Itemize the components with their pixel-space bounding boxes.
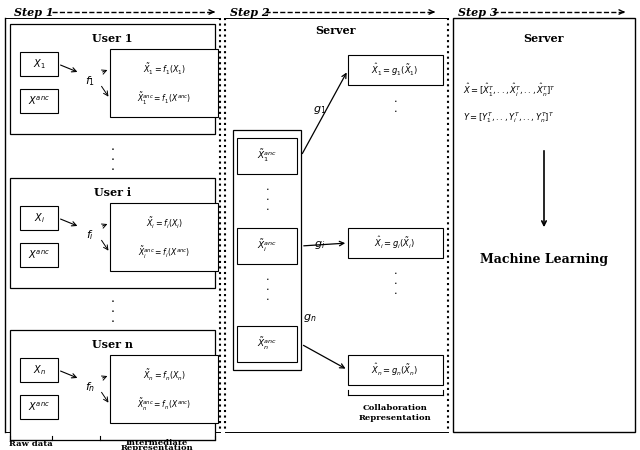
Text: $\hat{X}_i = g_i(\tilde{X}_i)$: $\hat{X}_i = g_i(\tilde{X}_i)$ [374,235,415,251]
Text: $\cdot$: $\cdot$ [265,273,269,283]
Text: $\cdot$: $\cdot$ [265,183,269,193]
Text: $\tilde{X}_n^{anc} = f_n(X^{anc})$: $\tilde{X}_n^{anc} = f_n(X^{anc})$ [137,397,191,413]
Bar [10,178,215,288]
Text: $\cdot$: $\cdot$ [109,314,115,327]
Text: $\cdot$: $\cdot$ [393,277,397,287]
Text: $\cdot$: $\cdot$ [109,293,115,306]
Bar [110,49,218,117]
Bar [348,228,443,258]
Text: $\tilde{X}_i^{anc}$: $\tilde{X}_i^{anc}$ [257,238,277,254]
Bar [237,138,297,174]
Text: $\hat{X}_1 = g_1(\tilde{X}_1)$: $\hat{X}_1 = g_1(\tilde{X}_1)$ [371,62,419,78]
Bar [10,330,215,440]
Text: $\tilde{X}_i = f_i(X_i)$: $\tilde{X}_i = f_i(X_i)$ [145,216,182,230]
Text: $\tilde{X}_1 = f_1(X_1)$: $\tilde{X}_1 = f_1(X_1)$ [143,62,186,76]
Text: $g_i$: $g_i$ [314,239,326,251]
Text: $\cdot$: $\cdot$ [393,95,397,105]
Text: User 1: User 1 [92,32,132,44]
Text: $\cdot$: $\cdot$ [109,303,115,316]
Text: Step 1: Step 1 [14,6,54,18]
Text: $X_i$: $X_i$ [33,211,44,225]
Text: $X_1$: $X_1$ [33,57,45,71]
Text: Collaboration: Collaboration [363,404,428,412]
Bar [237,326,297,362]
Text: $g_1$: $g_1$ [314,104,326,116]
Text: Server: Server [316,24,356,36]
Text: $\tilde{X}_1^{anc} = f_1(X^{anc})$: $\tilde{X}_1^{anc} = f_1(X^{anc})$ [137,91,191,107]
Text: Server: Server [524,32,564,44]
Text: Representation: Representation [358,414,431,422]
Text: $X_n$: $X_n$ [33,363,45,377]
Bar [233,130,301,370]
Bar [20,52,58,76]
Text: $\tilde{X}_n = f_n(X_n)$: $\tilde{X}_n = f_n(X_n)$ [143,368,186,382]
Text: User n: User n [92,338,133,350]
Text: $\cdot$: $\cdot$ [265,293,269,303]
Bar [110,355,218,423]
Text: $\hat{X}_n = g_n(\tilde{X}_n)$: $\hat{X}_n = g_n(\tilde{X}_n)$ [371,362,419,378]
Text: $Y = [Y_1^T,..,Y_i^T,..,Y_n^T]^T$: $Y = [Y_1^T,..,Y_i^T,..,Y_n^T]^T$ [463,111,554,126]
Bar [20,243,58,267]
Text: Step 3: Step 3 [458,6,498,18]
Bar [20,89,58,113]
Text: $g_n$: $g_n$ [303,312,317,324]
Text: $\cdot$: $\cdot$ [393,287,397,297]
Text: $f_i$: $f_i$ [86,228,94,242]
Text: $\cdot$: $\cdot$ [109,162,115,175]
Bar [20,206,58,230]
Text: $f_n$: $f_n$ [85,380,95,394]
Text: $f_1$: $f_1$ [85,74,95,88]
Bar [348,55,443,85]
Text: $\cdot$: $\cdot$ [109,141,115,154]
Bar [453,18,635,432]
Text: User i: User i [94,186,131,198]
Text: Raw data: Raw data [9,440,53,448]
Bar [10,24,215,134]
Text: Machine Learning: Machine Learning [480,253,608,266]
Text: $\cdot$: $\cdot$ [265,283,269,293]
Text: $\tilde{X}_n^{anc}$: $\tilde{X}_n^{anc}$ [257,336,277,352]
Bar [110,203,218,271]
Bar [348,355,443,385]
Bar [20,395,58,419]
Text: $\cdot$: $\cdot$ [393,105,397,115]
Text: $\cdot$: $\cdot$ [265,203,269,213]
Text: Step 2: Step 2 [230,6,269,18]
Text: $X^{anc}$: $X^{anc}$ [28,249,50,261]
Text: Representation: Representation [120,444,193,450]
Bar [20,358,58,382]
Text: $\hat{X} = [\hat{X}_1^T,..,\hat{X}_i^T,..,\hat{X}_n^T]^T$: $\hat{X} = [\hat{X}_1^T,..,\hat{X}_i^T,.… [463,81,556,99]
Text: $\cdot$: $\cdot$ [393,267,397,277]
Text: $\tilde{X}_i^{anc} = f_i(X^{anc})$: $\tilde{X}_i^{anc} = f_i(X^{anc})$ [138,245,190,261]
Text: $X^{anc}$: $X^{anc}$ [28,401,50,413]
Text: $X^{anc}$: $X^{anc}$ [28,95,50,107]
Text: Intermediate: Intermediate [126,439,188,447]
Bar [237,228,297,264]
Text: $\cdot$: $\cdot$ [109,152,115,165]
Text: $\tilde{X}_1^{anc}$: $\tilde{X}_1^{anc}$ [257,148,277,164]
Text: $\cdot$: $\cdot$ [265,193,269,203]
